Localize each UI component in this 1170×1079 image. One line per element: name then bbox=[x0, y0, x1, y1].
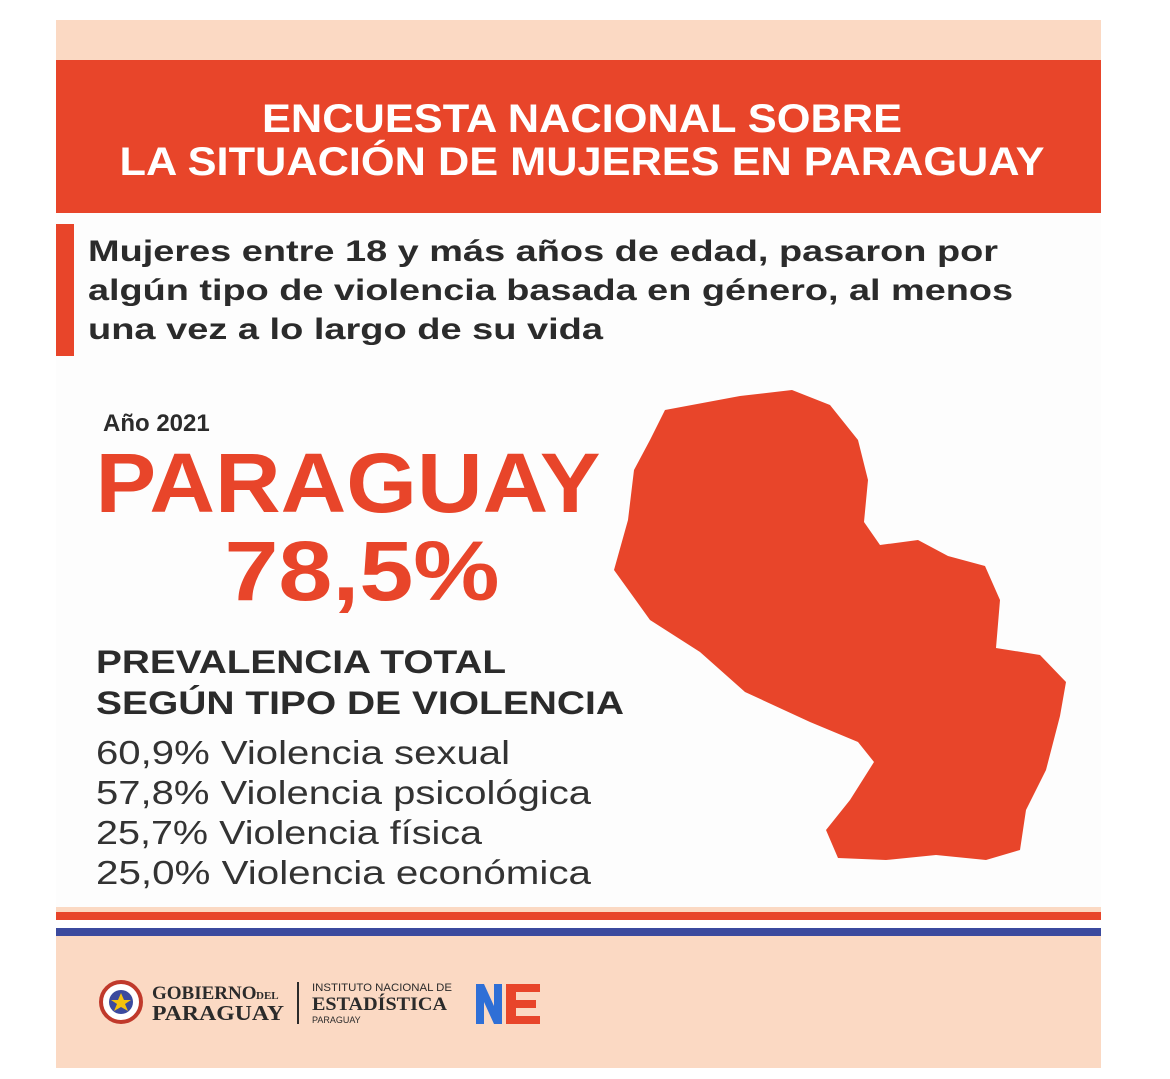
country-name: PARAGUAY bbox=[96, 436, 601, 530]
year-label: Año 2021 bbox=[103, 410, 210, 437]
flag-stripe-blue bbox=[56, 928, 1101, 936]
ine-logo: INSTITUTO NACIONAL DE ESTADÍSTICA PARAGU… bbox=[312, 982, 540, 1025]
gov-logo-text: DEL bbox=[256, 990, 279, 1002]
header-banner bbox=[56, 60, 1101, 213]
breakdown-item: 25,0% Violencia económica bbox=[96, 854, 592, 891]
gov-logo-text: PARAGUAY bbox=[152, 1001, 284, 1025]
accent-bar bbox=[56, 224, 74, 356]
header-title: LA SITUACIÓN DE MUJERES EN PARAGUAY bbox=[120, 138, 1045, 184]
paraguay-map bbox=[614, 390, 1066, 860]
ine-logo-text: INSTITUTO NACIONAL DE bbox=[312, 982, 452, 994]
gov-logo-text: GOBIERNO bbox=[152, 983, 257, 1004]
ine-logo-text: PARAGUAY bbox=[312, 1015, 361, 1025]
breakdown-item: 60,9% Violencia sexual bbox=[96, 734, 510, 771]
header-title: ENCUESTA NACIONAL SOBRE bbox=[262, 97, 902, 141]
breakdown-title: SEGÚN TIPO DE VIOLENCIA bbox=[96, 685, 624, 721]
star bbox=[111, 993, 131, 1011]
total-prevalence: 78,5% bbox=[225, 524, 500, 618]
flag-stripe-white bbox=[56, 920, 1101, 928]
intro-text: una vez a lo largo de su vida bbox=[88, 313, 603, 346]
intro-text: Mujeres entre 18 y más años de edad, pas… bbox=[88, 235, 998, 268]
flag-stripe-red bbox=[56, 912, 1101, 920]
breakdown-item: 57,8% Violencia psicológica bbox=[96, 774, 592, 811]
intro-text: algún tipo de violencia basada en género… bbox=[88, 274, 1013, 307]
ine-logo-text: ESTADÍSTICA bbox=[312, 993, 447, 1015]
government-logo: GOBIERNO DEL PARAGUAY bbox=[99, 980, 284, 1025]
ine-mark-e bbox=[506, 984, 540, 1024]
ine-mark-n bbox=[476, 984, 502, 1024]
breakdown-title: PREVALENCIA TOTAL bbox=[96, 644, 506, 680]
breakdown-item: 25,7% Violencia física bbox=[96, 814, 483, 851]
